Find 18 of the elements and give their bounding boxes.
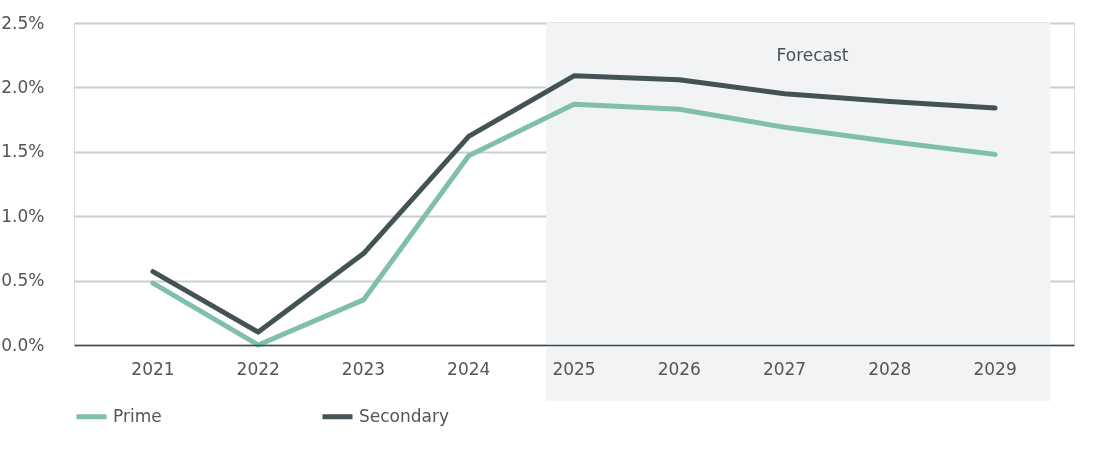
y-tick-label: 0.0%: [1, 334, 45, 355]
x-tick-label: 2027: [762, 358, 807, 379]
y-tick-label: 0.5%: [1, 270, 45, 291]
x-tick-label: 2025: [552, 358, 596, 379]
y-tick-label: 1.5%: [1, 141, 45, 162]
y-tick-label: 2.0%: [1, 76, 45, 97]
x-tick-label: 2023: [341, 358, 386, 379]
x-tick-label: 2021: [131, 358, 175, 379]
x-tick-label: 2029: [973, 358, 1017, 379]
x-tick-label: 2022: [236, 358, 280, 379]
x-tick-label: 2024: [447, 358, 491, 379]
legend-label: Secondary: [359, 405, 450, 426]
x-tick-label: 2028: [868, 358, 912, 379]
band-label: Forecast: [776, 45, 849, 65]
y-tick-label: 2.5%: [1, 12, 45, 33]
y-tick-label: 1.0%: [1, 205, 45, 226]
legend-label: Prime: [113, 405, 162, 426]
x-tick-label: 2026: [657, 358, 701, 379]
